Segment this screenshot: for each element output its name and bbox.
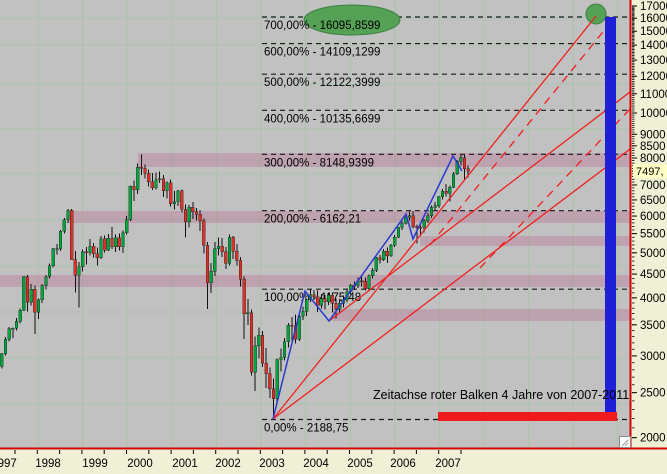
svg-text:1998: 1998 [35, 458, 61, 470]
target-highlight-circle [585, 3, 607, 25]
elliott-wave-zigzag [272, 154, 463, 420]
svg-text:2005: 2005 [347, 458, 373, 470]
svg-text:12000: 12000 [640, 71, 667, 83]
svg-text:13000: 13000 [640, 55, 667, 67]
fibonacci-level-labels: 700,00% - 16095,8599 600,00% - 14109,1299… [264, 20, 380, 435]
svg-text:17000: 17000 [640, 1, 667, 13]
svg-text:2006: 2006 [390, 458, 416, 470]
time-axis: 1997 1998 1999 2000 2001 2002 2003 2004 2005 2006… [0, 450, 462, 470]
current-price-label: 7497, [636, 166, 664, 178]
svg-text:2003: 2003 [259, 458, 285, 470]
svg-text:6000: 6000 [640, 211, 666, 223]
svg-text:2007: 2007 [435, 458, 461, 470]
svg-text:5000: 5000 [640, 248, 666, 260]
fibonacci-extension-lines [262, 16, 630, 421]
price-target-blue-bar [605, 17, 616, 412]
svg-text:200,00% - 6162,21: 200,00% - 6162,21 [264, 214, 361, 226]
svg-text:8500: 8500 [640, 141, 666, 153]
svg-text:0,00% - 2188,75: 0,00% - 2188,75 [264, 423, 348, 435]
svg-text:2500: 2500 [640, 388, 666, 400]
svg-text:4500: 4500 [640, 269, 666, 281]
svg-text:15000: 15000 [640, 26, 667, 38]
svg-text:11000: 11000 [640, 89, 667, 101]
svg-text:6500: 6500 [640, 195, 666, 207]
svg-text:1997: 1997 [0, 458, 17, 470]
svg-text:5500: 5500 [640, 229, 666, 241]
svg-text:14000: 14000 [640, 40, 667, 52]
svg-text:2000: 2000 [640, 433, 666, 445]
gridlines [0, 0, 630, 448]
svg-text:300,00% - 8148,9399: 300,00% - 8148,9399 [264, 157, 374, 169]
svg-text:9000: 9000 [640, 129, 666, 141]
svg-text:10000: 10000 [640, 108, 667, 120]
svg-text:400,00% - 10135,6699: 400,00% - 10135,6699 [264, 113, 380, 125]
svg-text:2002: 2002 [215, 458, 241, 470]
svg-text:7000: 7000 [640, 180, 666, 192]
svg-text:700,00% - 16095,8599: 700,00% - 16095,8599 [264, 20, 380, 32]
svg-text:1999: 1999 [82, 458, 108, 470]
svg-text:500,00% - 12122,3999: 500,00% - 12122,3999 [264, 77, 380, 89]
svg-text:3500: 3500 [640, 320, 666, 332]
svg-text:8000: 8000 [640, 153, 666, 165]
time-axis-red-bar [438, 412, 617, 421]
svg-text:16000: 16000 [640, 13, 667, 25]
time-axis-note: Zeitachse roter Balken 4 Jahre von 2007-… [373, 388, 629, 402]
svg-text:4000: 4000 [640, 293, 666, 305]
svg-text:2001: 2001 [172, 458, 198, 470]
current-price-highlight [633, 164, 667, 179]
svg-text:3000: 3000 [640, 351, 666, 363]
target-highlight-ellipse [303, 4, 401, 36]
svg-text:2000: 2000 [127, 458, 153, 470]
svg-text:100,00% - 4175,48: 100,00% - 4175,48 [264, 292, 361, 304]
chart-annotation-layer [272, 15, 630, 421]
price-axis: 170001600015000 14000 13000 12000 11000 10000… [632, 1, 667, 445]
resize-grip-icon[interactable] [619, 436, 631, 448]
svg-text:2004: 2004 [303, 458, 329, 470]
svg-text:600,00% - 14109,1299: 600,00% - 14109,1299 [264, 47, 380, 59]
